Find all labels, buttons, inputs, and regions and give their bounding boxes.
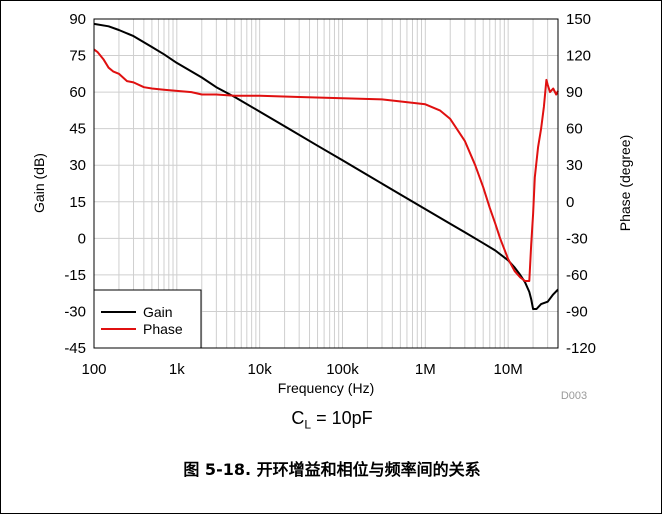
x-axis-title: Frequency (Hz) <box>278 380 374 396</box>
y-tick-label: 45 <box>69 121 86 138</box>
legend: Gain Phase <box>93 289 202 349</box>
annotation-subscript: L <box>304 417 312 432</box>
y-tick-label: 60 <box>69 84 86 101</box>
y2-tick-label: -120 <box>566 340 596 357</box>
y2-tick-label: -30 <box>566 230 588 247</box>
y-tick-label: -45 <box>64 340 86 357</box>
series-lines <box>93 22 559 310</box>
plot-border <box>93 18 559 349</box>
y2-tick-label: 0 <box>566 194 574 211</box>
y2-tick-label: -90 <box>566 303 588 320</box>
y2-axis-title: Phase (degree) <box>617 135 633 232</box>
figure-id: D003 <box>561 390 587 400</box>
y2-tick-label: 120 <box>566 48 591 65</box>
y-tick-label: 90 <box>69 11 86 28</box>
x-tick-label: 100 <box>81 361 106 378</box>
y2-tick-label: 90 <box>566 84 583 101</box>
figure-caption: 图 5-18. 开环增益和相位与频率间的关系 <box>183 460 481 479</box>
y-tick-label: 15 <box>69 194 86 211</box>
y2-tick-label: 60 <box>566 121 583 138</box>
y-tick-label: -15 <box>64 267 86 284</box>
y2-tick-label: 30 <box>566 157 583 174</box>
legend-box <box>93 289 202 349</box>
load-capacitance-annotation: CL = 10pF <box>0 408 664 432</box>
series-line-gain <box>93 22 559 310</box>
chart: 100 1k 10k 100k 1M 10M9075604530150-15-30-451… <box>31 11 633 400</box>
y-tick-label: -30 <box>64 303 86 320</box>
tick-labels: 100 1k 10k 100k 1M 10M9075604530150-15-30-451… <box>64 11 596 378</box>
y2-tick-label: 150 <box>566 11 591 28</box>
x-tick-label: 100k <box>326 361 359 378</box>
annotation-prefix: C <box>291 408 305 428</box>
y-axis-title: Gain (dB) <box>31 153 47 213</box>
y-tick-label: 0 <box>78 230 86 247</box>
x-tick-label: 10k <box>248 361 273 378</box>
annotation-suffix: = 10pF <box>311 408 373 428</box>
legend-label-gain: Gain <box>143 304 173 320</box>
legend-label-phase: Phase <box>143 321 183 337</box>
y2-tick-label: -60 <box>566 267 588 284</box>
x-tick-label: 1M <box>415 361 436 378</box>
x-tick-label: 1k <box>169 361 185 378</box>
y-tick-label: 75 <box>69 48 86 65</box>
y-tick-label: 30 <box>69 157 86 174</box>
x-tick-label: 10M <box>494 361 523 378</box>
series-line-phase <box>93 48 559 282</box>
